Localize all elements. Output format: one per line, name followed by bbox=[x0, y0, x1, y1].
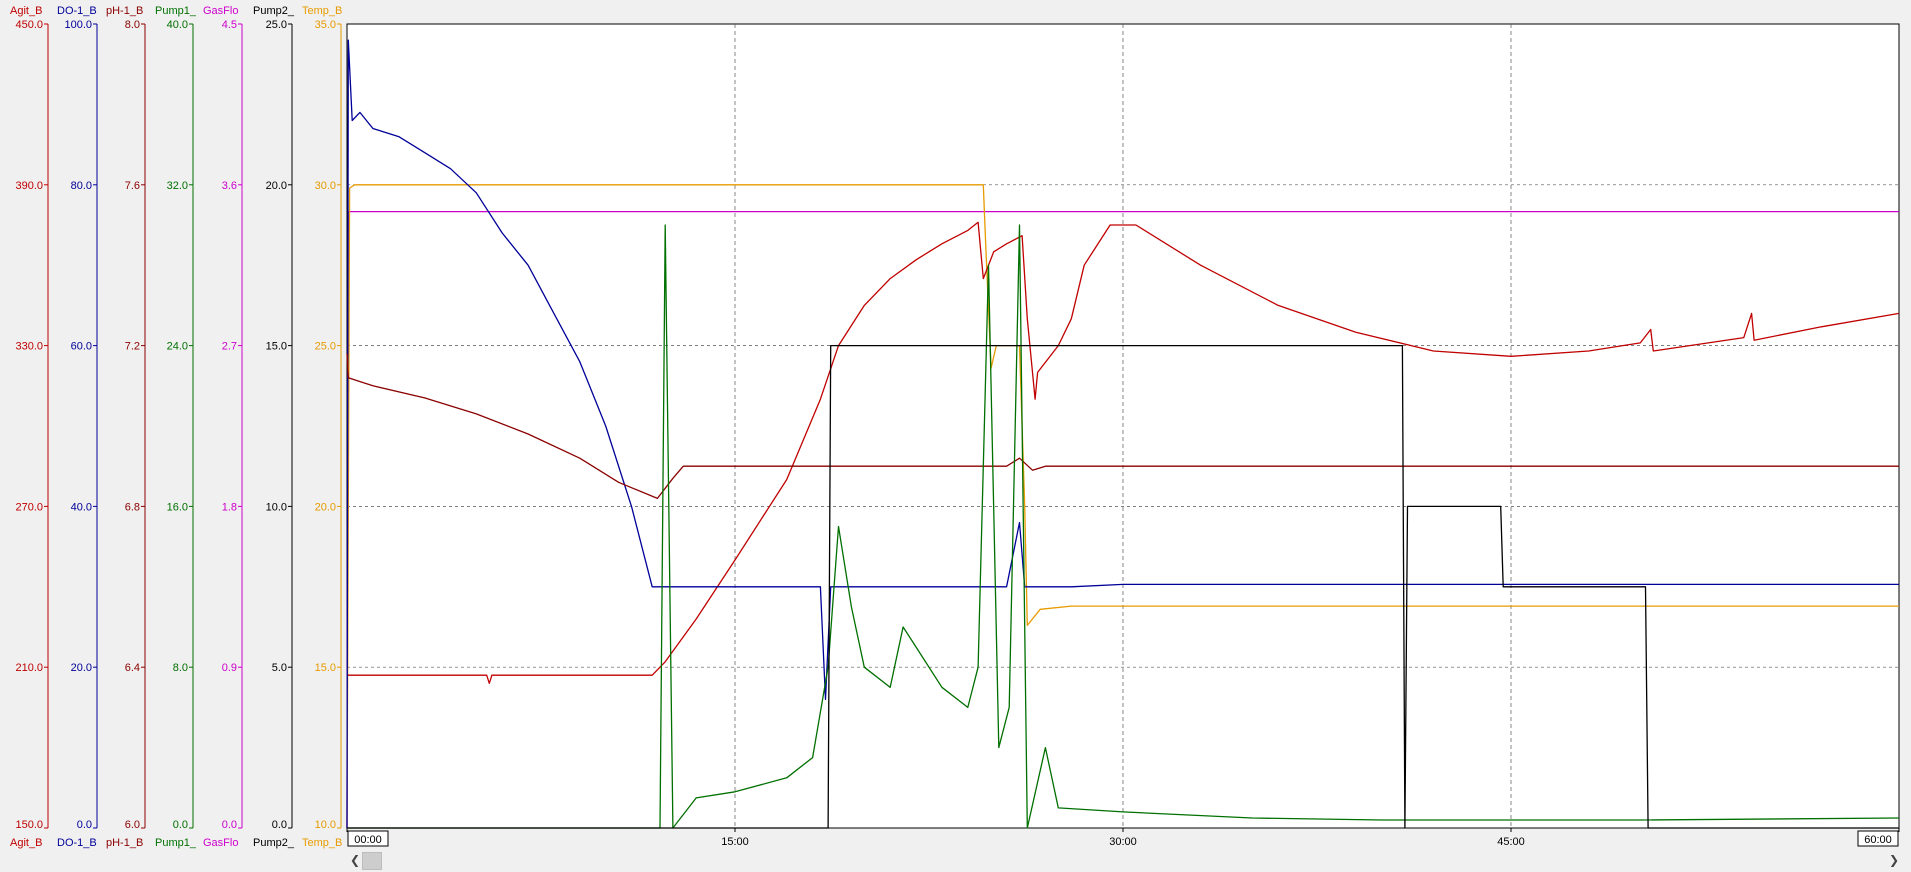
y-tick-label: 15.0 bbox=[266, 341, 287, 353]
y-tick-label: 450.0 bbox=[15, 19, 43, 31]
series-line-pump2 bbox=[347, 344, 1899, 829]
y-axis-pump1: Pump1_ Pump1_ 40.0 32.0 24.0 16.0 8.0 0.0 bbox=[155, 5, 197, 849]
x-range-box[interactable] bbox=[1857, 830, 1899, 847]
y-tick-label: 16.0 bbox=[167, 501, 188, 513]
y-axis-title: Pump1_ bbox=[155, 5, 197, 17]
y-tick-label: 4.5 bbox=[222, 19, 237, 31]
x-tick-label: 00:00 bbox=[354, 834, 382, 846]
y-tick-label: 24.0 bbox=[167, 341, 188, 353]
y-axis-title: GasFlo bbox=[203, 5, 238, 17]
y-tick-label: 35.0 bbox=[315, 19, 336, 31]
y-tick-label: 150.0 bbox=[15, 819, 43, 831]
y-axes: Agit_B Agit_B 450.0 390.0 330.0 270.0 210.0 150… bbox=[10, 5, 342, 849]
x-tick-label: 45:00 bbox=[1497, 836, 1525, 848]
y-tick-label: 60.0 bbox=[71, 341, 92, 353]
y-tick-label: 270.0 bbox=[15, 501, 43, 513]
scroll-left-arrow-icon[interactable]: ❮ bbox=[349, 853, 361, 867]
y-tick-label: 10.0 bbox=[315, 819, 336, 831]
y-axis-gasflo: GasFlo GasFlo 4.5 3.6 2.7 1.8 0.9 0.0 bbox=[203, 5, 243, 849]
x-tick-label: 60:00 bbox=[1864, 834, 1892, 846]
y-axis-title: Agit_B bbox=[10, 5, 42, 17]
x-tick-label: 15:00 bbox=[721, 836, 749, 848]
y-axis-agit-b: Agit_B Agit_B 450.0 390.0 330.0 270.0 210.0 150… bbox=[10, 5, 49, 849]
y-axis-title-bottom: Agit_B bbox=[10, 837, 42, 849]
y-axis-title-bottom: Pump2_ bbox=[253, 837, 295, 849]
y-tick-label: 80.0 bbox=[71, 180, 92, 192]
y-axis-do-1-b: DO-1_B DO-1_B 100.0 80.0 60.0 40.0 20.0 0.0 bbox=[57, 5, 98, 849]
y-tick-label: 1.8 bbox=[222, 501, 237, 513]
y-axis-title: DO-1_B bbox=[57, 5, 97, 17]
scroll-thumb[interactable] bbox=[362, 852, 382, 870]
y-tick-label: 25.0 bbox=[315, 341, 336, 353]
y-tick-label: 0.0 bbox=[77, 819, 92, 831]
y-tick-label: 7.2 bbox=[125, 341, 140, 353]
y-tick-label: 330.0 bbox=[15, 341, 43, 353]
y-axis-title: pH-1_B bbox=[106, 5, 143, 17]
y-tick-label: 20.0 bbox=[315, 501, 336, 513]
y-tick-label: 6.8 bbox=[125, 501, 140, 513]
y-tick-label: 40.0 bbox=[71, 501, 92, 513]
y-tick-label: 390.0 bbox=[15, 180, 43, 192]
y-axis-title-bottom: DO-1_B bbox=[57, 837, 97, 849]
y-axis-title-bottom: Temp_B bbox=[302, 837, 342, 849]
y-tick-label: 8.0 bbox=[173, 662, 188, 674]
x-tick-label: 30:00 bbox=[1109, 836, 1137, 848]
series-line-ph-1-b bbox=[346, 353, 1899, 500]
y-tick-label: 15.0 bbox=[315, 662, 336, 674]
y-axis-title: Temp_B bbox=[302, 5, 342, 17]
horizontal-scrollbar[interactable]: ❮ ❯ bbox=[0, 849, 1911, 872]
x-axis: 00:00 15:00 30:00 45:00 60:00 bbox=[346, 828, 1900, 848]
series-line-agit-b bbox=[347, 221, 1900, 684]
y-tick-label: 30.0 bbox=[315, 180, 336, 192]
y-tick-label: 32.0 bbox=[167, 180, 188, 192]
y-tick-label: 0.9 bbox=[222, 662, 237, 674]
y-axis-title-bottom: GasFlo bbox=[203, 837, 238, 849]
y-axis-pump2: Pump2_ Pump2_ 25.0 20.0 15.0 10.0 5.0 0.0 bbox=[253, 5, 295, 849]
y-tick-label: 6.0 bbox=[125, 819, 140, 831]
y-tick-label: 20.0 bbox=[266, 180, 287, 192]
y-axis-ph-1-b: pH-1_B pH-1_B 8.0 7.6 7.2 6.8 6.4 6.0 bbox=[106, 5, 146, 849]
y-tick-label: 0.0 bbox=[222, 819, 237, 831]
y-tick-label: 100.0 bbox=[64, 19, 92, 31]
y-tick-label: 3.6 bbox=[222, 180, 237, 192]
y-tick-label: 0.0 bbox=[272, 819, 287, 831]
y-tick-label: 25.0 bbox=[266, 19, 287, 31]
y-tick-label: 20.0 bbox=[71, 662, 92, 674]
series-lines bbox=[346, 39, 1900, 829]
x-range-box[interactable] bbox=[347, 830, 389, 847]
y-axis-title: Pump2_ bbox=[253, 5, 295, 17]
y-axis-title-bottom: Pump1_ bbox=[155, 837, 197, 849]
y-axis-title-bottom: pH-1_B bbox=[106, 837, 143, 849]
y-tick-label: 40.0 bbox=[167, 19, 188, 31]
y-tick-label: 6.4 bbox=[125, 662, 140, 674]
y-tick-label: 210.0 bbox=[15, 662, 43, 674]
y-tick-label: 0.0 bbox=[173, 819, 188, 831]
scroll-right-arrow-icon[interactable]: ❯ bbox=[1888, 853, 1900, 867]
trend-chart: Agit_B Agit_B 450.0 390.0 330.0 270.0 210.0 150… bbox=[10, 5, 1900, 849]
y-tick-label: 5.0 bbox=[272, 662, 287, 674]
y-tick-label: 8.0 bbox=[125, 19, 140, 31]
series-line-pump1 bbox=[347, 224, 1900, 829]
y-axis-temp-b: Temp_B Temp_B 35.0 30.0 25.0 20.0 15.0 10.0 bbox=[302, 5, 342, 849]
y-tick-label: 10.0 bbox=[266, 501, 287, 513]
y-tick-label: 7.6 bbox=[125, 180, 140, 192]
y-tick-label: 2.7 bbox=[222, 341, 237, 353]
